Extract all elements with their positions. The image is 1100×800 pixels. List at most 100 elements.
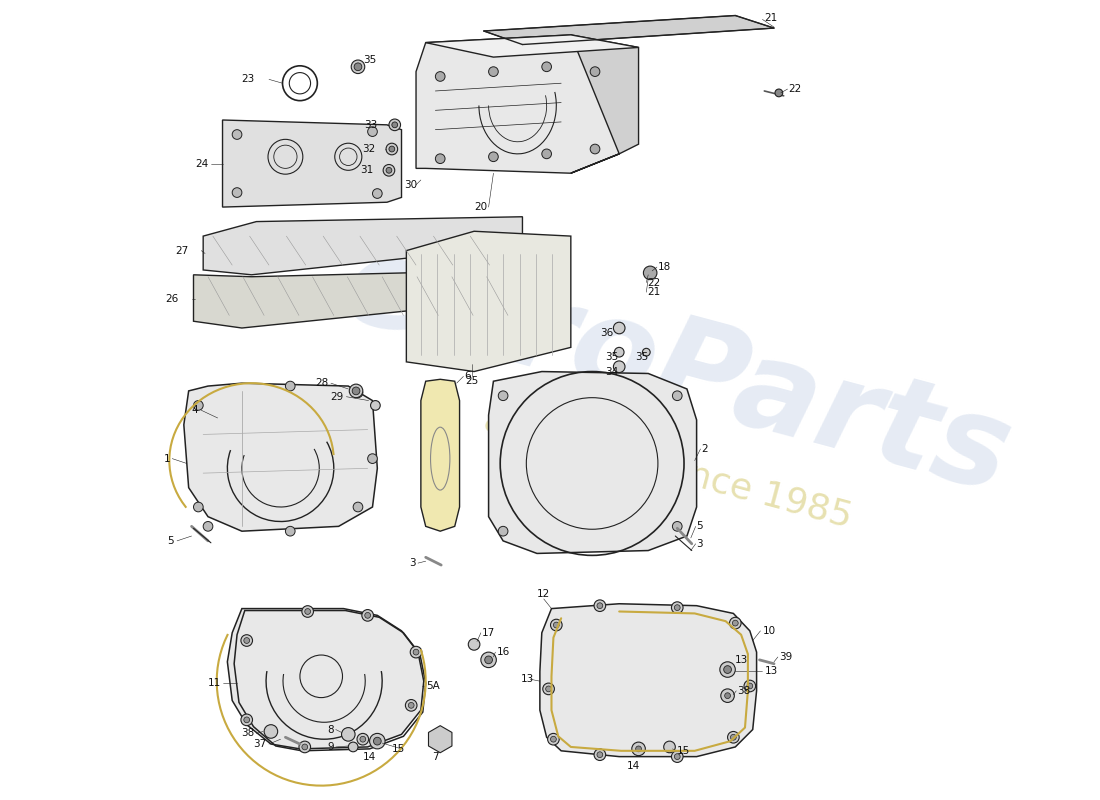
Circle shape — [550, 619, 562, 631]
Circle shape — [353, 388, 363, 398]
Circle shape — [729, 618, 741, 629]
Circle shape — [642, 348, 650, 356]
Circle shape — [546, 686, 551, 692]
Polygon shape — [426, 35, 639, 57]
Circle shape — [301, 606, 314, 618]
Circle shape — [733, 620, 738, 626]
Circle shape — [725, 693, 730, 698]
Polygon shape — [484, 15, 774, 45]
Text: 9: 9 — [327, 742, 333, 752]
Circle shape — [351, 60, 365, 74]
Text: 20: 20 — [474, 202, 487, 212]
Text: 30: 30 — [405, 180, 418, 190]
Circle shape — [594, 600, 606, 611]
Circle shape — [776, 89, 783, 97]
Text: 5A: 5A — [426, 681, 440, 691]
Circle shape — [631, 742, 646, 756]
Circle shape — [410, 646, 421, 658]
Text: 13: 13 — [520, 674, 534, 684]
Circle shape — [597, 752, 603, 758]
Text: 32: 32 — [362, 144, 375, 154]
Circle shape — [485, 656, 493, 664]
Circle shape — [204, 522, 213, 531]
Circle shape — [597, 602, 603, 609]
Circle shape — [727, 731, 739, 743]
Text: 4: 4 — [191, 406, 198, 415]
Circle shape — [299, 741, 310, 753]
Text: 37: 37 — [253, 739, 266, 749]
Circle shape — [370, 734, 385, 749]
Polygon shape — [416, 35, 619, 174]
Text: 22: 22 — [647, 278, 660, 287]
Circle shape — [644, 266, 657, 280]
Text: 33: 33 — [364, 120, 377, 130]
Circle shape — [672, 391, 682, 401]
Text: 3: 3 — [409, 558, 416, 568]
Circle shape — [301, 744, 308, 750]
Text: 11: 11 — [207, 678, 221, 688]
Circle shape — [285, 382, 295, 391]
Circle shape — [594, 749, 606, 761]
Circle shape — [406, 699, 417, 711]
Text: 23: 23 — [241, 74, 254, 84]
Circle shape — [498, 391, 508, 401]
Circle shape — [264, 725, 277, 738]
Text: 28: 28 — [316, 378, 329, 388]
Text: 35: 35 — [636, 352, 649, 362]
Text: 3: 3 — [696, 538, 703, 549]
Text: 34: 34 — [605, 366, 618, 377]
Circle shape — [365, 613, 371, 618]
Circle shape — [353, 502, 363, 512]
Text: 36: 36 — [600, 328, 613, 338]
Circle shape — [672, 522, 682, 531]
Circle shape — [671, 602, 683, 614]
Text: 5: 5 — [167, 536, 174, 546]
Circle shape — [730, 734, 736, 740]
Circle shape — [671, 751, 683, 762]
Text: 7: 7 — [432, 752, 439, 762]
Circle shape — [553, 622, 559, 628]
Circle shape — [720, 689, 735, 702]
Circle shape — [719, 662, 735, 678]
Circle shape — [241, 714, 253, 726]
Polygon shape — [421, 379, 460, 531]
Text: 13: 13 — [764, 666, 778, 677]
Text: 29: 29 — [330, 392, 343, 402]
Text: 16: 16 — [496, 647, 509, 657]
Text: 27: 27 — [175, 246, 189, 256]
Text: 12: 12 — [537, 589, 550, 599]
Polygon shape — [194, 270, 522, 328]
Polygon shape — [222, 120, 402, 207]
Text: 17: 17 — [482, 628, 495, 638]
Circle shape — [373, 189, 382, 198]
Text: 21: 21 — [764, 14, 778, 23]
Text: 18: 18 — [658, 262, 671, 272]
Circle shape — [436, 72, 446, 82]
Circle shape — [389, 146, 395, 152]
Text: 6: 6 — [464, 371, 471, 382]
Circle shape — [747, 683, 752, 689]
Circle shape — [352, 387, 360, 394]
Text: 31: 31 — [360, 166, 374, 175]
Circle shape — [663, 741, 675, 753]
Polygon shape — [204, 217, 522, 274]
Circle shape — [392, 122, 397, 128]
Text: 24: 24 — [195, 158, 208, 169]
Circle shape — [614, 361, 625, 373]
Text: 14: 14 — [627, 762, 640, 771]
Circle shape — [350, 384, 363, 398]
Circle shape — [232, 130, 242, 139]
Circle shape — [194, 502, 204, 512]
Circle shape — [542, 683, 554, 694]
Circle shape — [636, 746, 641, 752]
Circle shape — [383, 165, 395, 176]
Circle shape — [469, 638, 480, 650]
Polygon shape — [540, 604, 757, 757]
Polygon shape — [571, 35, 639, 174]
Circle shape — [481, 652, 496, 668]
Text: 1: 1 — [164, 454, 170, 464]
Text: 38: 38 — [241, 728, 254, 738]
Text: 25: 25 — [465, 376, 478, 386]
Circle shape — [386, 167, 392, 174]
Polygon shape — [488, 371, 696, 554]
